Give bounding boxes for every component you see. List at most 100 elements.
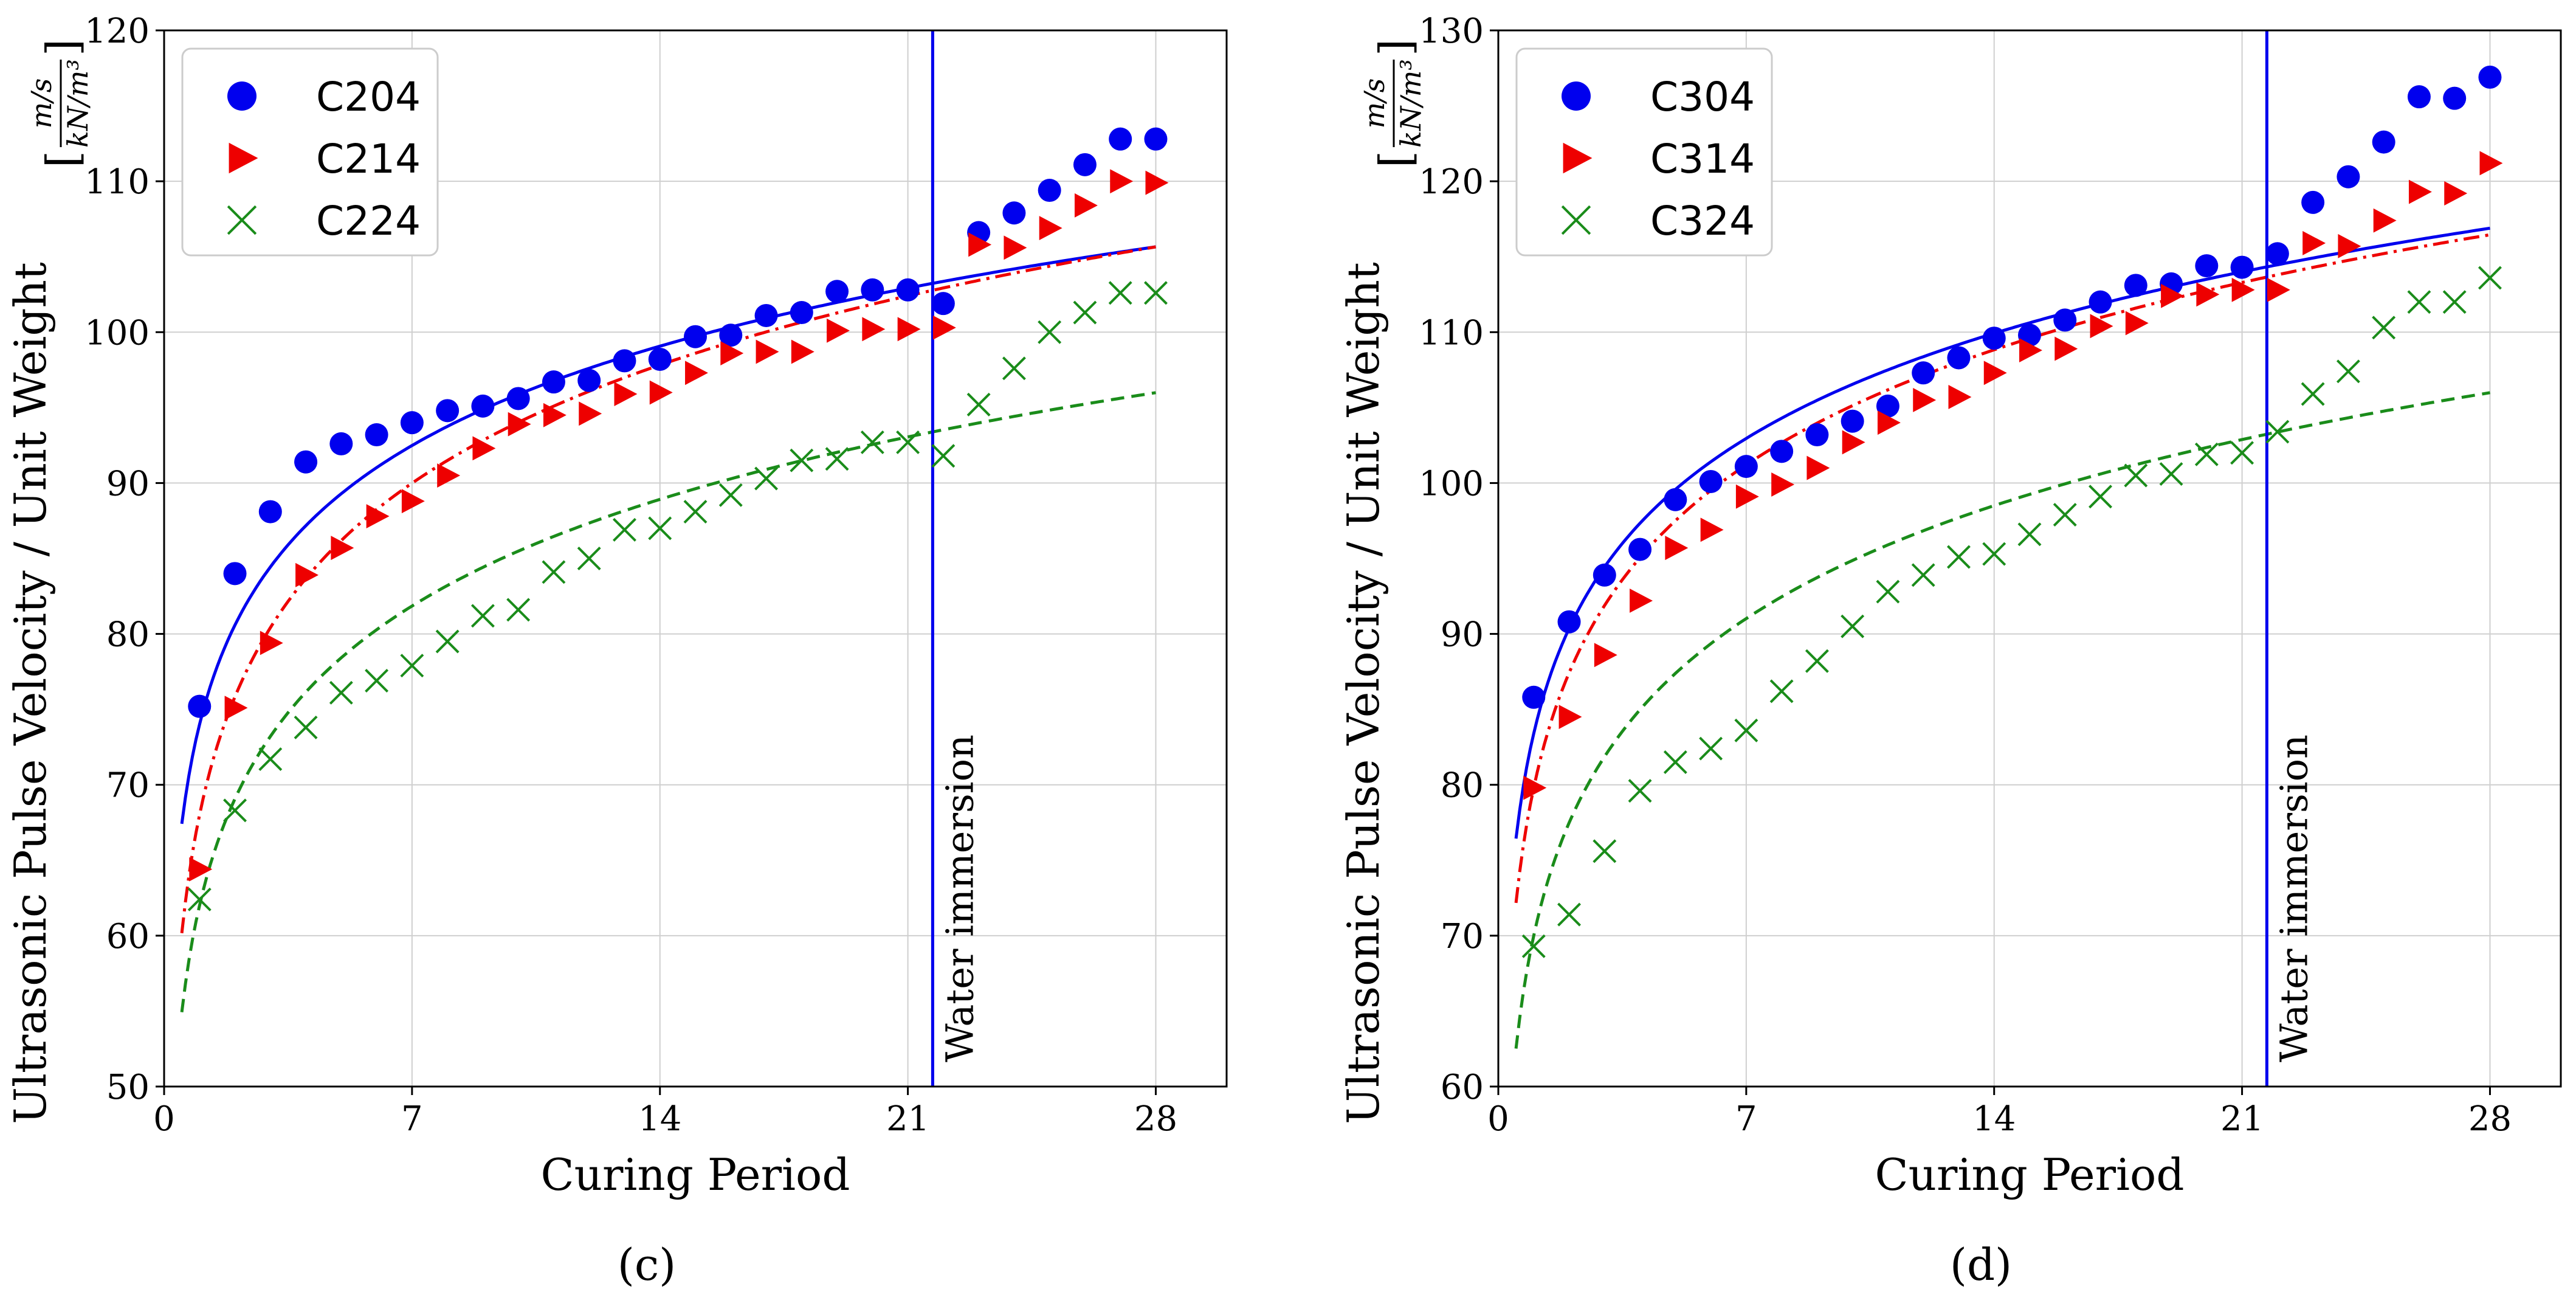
data-point-c324 (1841, 614, 1865, 638)
data-point-c304 (2301, 190, 2325, 214)
data-point-c204 (471, 394, 495, 418)
y-tick-label: 70 (1441, 917, 1484, 956)
data-point-c204 (365, 423, 388, 447)
data-point-c214 (295, 562, 319, 587)
data-point-c214 (366, 504, 390, 528)
data-point-c204 (400, 411, 424, 435)
data-point-c304 (1664, 488, 1687, 511)
data-point-c204 (1144, 127, 1168, 151)
data-point-c324 (2407, 290, 2431, 314)
data-point-c204 (329, 432, 353, 455)
data-point-c324 (1876, 579, 1900, 604)
data-point-c324 (2159, 462, 2183, 486)
data-point-c314 (2231, 277, 2255, 302)
data-point-c224 (365, 669, 389, 693)
legend-label-c314: C314 (1650, 136, 1755, 182)
data-point-c214 (968, 232, 992, 257)
data-point-c204 (825, 280, 849, 303)
data-point-c304 (2478, 65, 2502, 89)
data-point-c224 (648, 516, 672, 541)
x-tick-label: 7 (1735, 1099, 1757, 1139)
data-point-c224 (931, 444, 956, 468)
data-point-c304 (1912, 361, 1935, 385)
unit-close-bracket: ] (1370, 39, 1421, 56)
data-point-c324 (2089, 485, 2112, 509)
data-point-c214 (437, 463, 461, 488)
data-point-c214 (791, 339, 814, 364)
x-tick-label: 21 (2220, 1099, 2264, 1139)
data-point-c324 (1947, 545, 1971, 569)
data-point-c224 (1073, 300, 1097, 325)
data-point-c324 (2478, 266, 2502, 290)
fit-curve-c314 (1514, 233, 2490, 904)
data-point-c204 (577, 368, 601, 392)
water-immersion-label: Water immersion (2271, 734, 2316, 1062)
y-tick-label: 50 (106, 1068, 150, 1107)
x-tick-label: 0 (153, 1099, 175, 1139)
data-point-c314 (1983, 361, 2007, 385)
data-point-c324 (1699, 736, 1723, 761)
y-tick-label: 80 (1441, 766, 1484, 806)
data-point-c204 (790, 301, 813, 325)
data-point-c314 (1735, 484, 1759, 509)
data-point-c214 (472, 436, 496, 461)
data-point-c204 (436, 399, 460, 423)
data-point-c314 (2019, 338, 2042, 363)
data-point-c214 (932, 315, 956, 340)
data-point-c314 (2054, 336, 2078, 361)
unit-denominator: kN/m³ (1394, 59, 1427, 148)
data-point-c324 (1911, 563, 1935, 587)
data-point-c214 (260, 631, 283, 655)
data-point-c314 (1913, 388, 1937, 412)
y-tick-label: 120 (84, 12, 150, 51)
x-tick-label: 28 (2468, 1099, 2512, 1139)
panel-label: (c) (618, 1239, 677, 1290)
data-point-c214 (614, 382, 638, 406)
data-point-c214 (1039, 216, 1062, 241)
data-point-c324 (2442, 290, 2467, 314)
data-point-c204 (613, 349, 636, 373)
data-point-c204 (931, 292, 955, 316)
data-point-c314 (1771, 472, 1795, 497)
y-tick-label: 130 (1419, 12, 1484, 51)
legend-marker-c304 (1562, 81, 1591, 111)
data-point-c204 (719, 323, 743, 347)
data-point-c204 (1073, 153, 1097, 176)
data-point-c224 (825, 447, 849, 471)
chart-panel-d: 0 7 14 21 28 60 70 80 90 100 110 120 130 Water immers… (1338, 12, 2562, 1290)
y-tick-label: 110 (1419, 313, 1484, 353)
data-point-c204 (1038, 179, 1061, 202)
data-point-c224 (435, 629, 460, 654)
unit-denominator: kN/m³ (61, 59, 94, 148)
fit-curve-c304 (1514, 226, 2490, 839)
data-point-c224 (896, 430, 920, 454)
data-point-c204 (684, 325, 707, 348)
data-point-c314 (2408, 179, 2432, 204)
data-point-c314 (2373, 208, 2397, 233)
data-point-c224 (577, 547, 601, 570)
legend-marker-c314 (1563, 142, 1593, 174)
data-point-c304 (2230, 255, 2254, 279)
data-point-c204 (223, 562, 247, 586)
legend-marker-c224 (227, 205, 257, 235)
data-point-c324 (2372, 316, 2396, 340)
plot-frame (163, 29, 1228, 1088)
data-point-c304 (2265, 242, 2289, 266)
y-tick-label: 80 (106, 615, 150, 655)
x-tick-label: 14 (1972, 1099, 2016, 1139)
legend-marker-c204 (227, 81, 257, 111)
legend-label-c324: C324 (1650, 198, 1755, 244)
data-point-c214 (331, 536, 354, 561)
data-point-c224 (470, 604, 495, 628)
y-tick-label: 70 (106, 766, 150, 806)
y-tick-label: 90 (106, 464, 150, 503)
data-point-c304 (2337, 165, 2360, 188)
data-point-c324 (1628, 779, 1652, 803)
unit-numerator: m/s (25, 78, 58, 129)
data-point-c224 (294, 715, 318, 739)
x-tick-label: 14 (638, 1099, 681, 1139)
x-tick-label: 21 (886, 1099, 929, 1139)
data-point-c204 (1109, 127, 1132, 151)
data-point-c214 (1074, 193, 1098, 218)
unit-numerator: m/s (1358, 78, 1391, 129)
